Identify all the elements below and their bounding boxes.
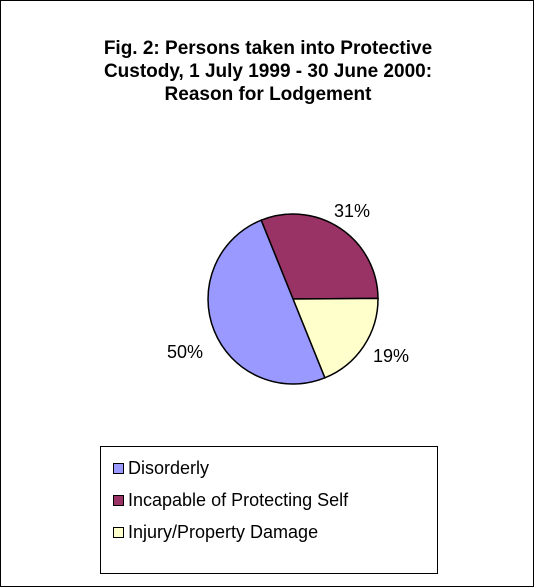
legend-item-disorderly: Disorderly — [113, 457, 209, 479]
legend-item-injury: Injury/Property Damage — [113, 521, 318, 543]
data-label-disorderly: 50% — [167, 342, 204, 362]
legend-swatch-disorderly — [113, 462, 124, 474]
pie-slice-injury — [291, 297, 379, 379]
legend: Disorderly Incapable of Protecting Self … — [100, 446, 438, 574]
data-label-injury: 19% — [373, 346, 410, 366]
data-label-incapable: 31% — [334, 201, 371, 221]
chart-title: Fig. 2: Persons taken into Protective Cu… — [103, 38, 433, 105]
legend-item-incapable: Incapable of Protecting Self — [113, 489, 348, 511]
legend-swatch-incapable — [113, 494, 124, 506]
legend-label: Injury/Property Damage — [128, 522, 319, 542]
pie-slice-disorderly — [207, 219, 326, 385]
legend-swatch-injury — [113, 526, 124, 538]
pie-slice-incapable — [260, 213, 379, 300]
legend-label: Incapable of Protecting Self — [128, 490, 349, 510]
legend-label: Disorderly — [128, 458, 210, 478]
